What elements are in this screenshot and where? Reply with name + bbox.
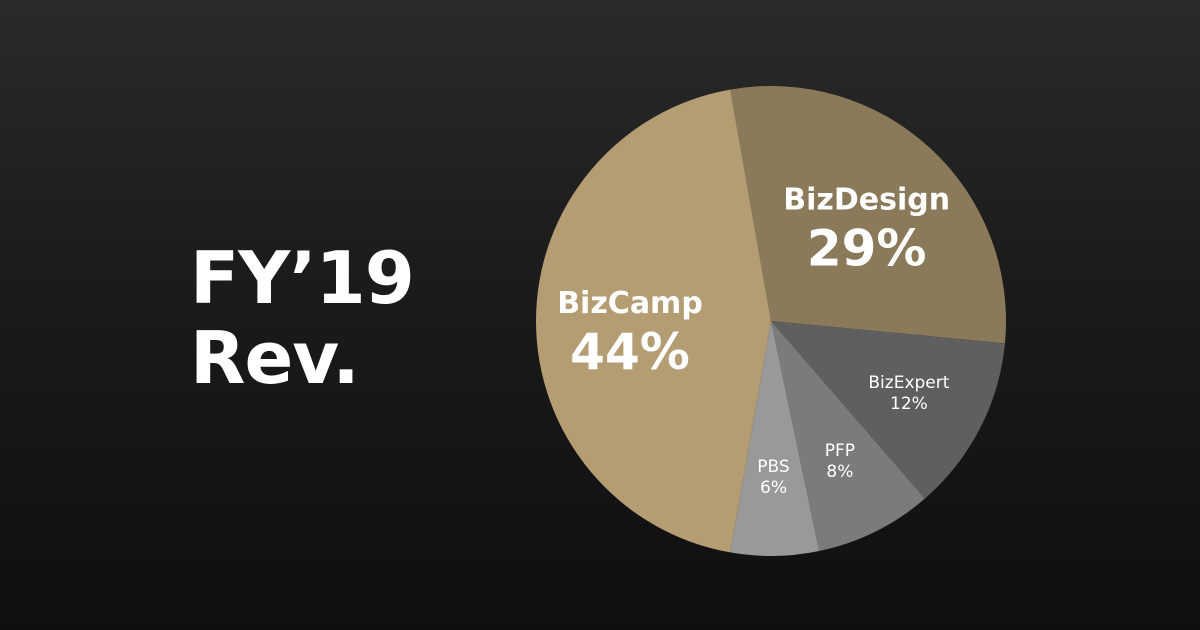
slice-name-pfp: PFP bbox=[825, 441, 855, 461]
slice-name-pbs: PBS bbox=[757, 457, 789, 477]
slice-value-pbs: 6% bbox=[760, 478, 787, 498]
slice-value-pfp: 8% bbox=[826, 462, 853, 482]
slice-value-bizdesign: 29% bbox=[807, 219, 927, 277]
title-line-2: Rev. bbox=[190, 316, 360, 400]
pie-slices bbox=[535, 85, 1007, 557]
slide-title: FY’19 Rev. bbox=[190, 236, 415, 400]
slice-name-bizcamp: BizCamp bbox=[557, 286, 703, 321]
slice-pfp bbox=[771, 321, 925, 552]
slice-bizcamp bbox=[535, 89, 771, 553]
slice-pbs bbox=[730, 321, 820, 557]
slice-value-bizexpert: 12% bbox=[890, 394, 928, 414]
title-line-1: FY’19 bbox=[190, 236, 415, 320]
slice-name-bizdesign: BizDesign bbox=[783, 182, 950, 217]
slice-bizdesign bbox=[730, 85, 1007, 344]
slice-value-bizcamp: 44% bbox=[570, 323, 690, 381]
slice-bizexpert bbox=[771, 321, 1005, 499]
slice-name-bizexpert: BizExpert bbox=[868, 373, 949, 393]
